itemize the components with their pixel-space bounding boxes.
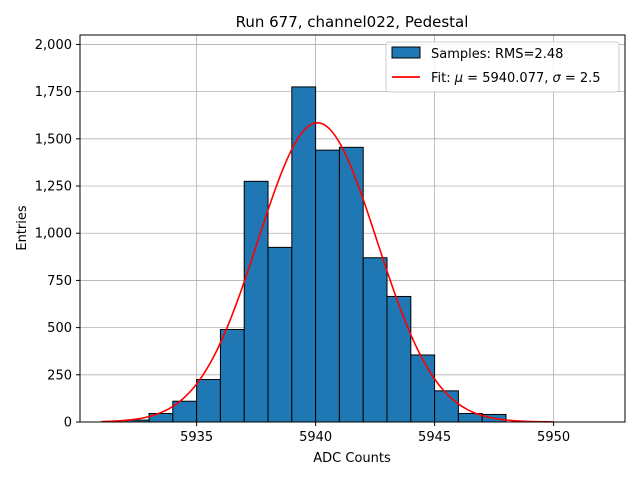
histogram-bar-5936 <box>219 328 245 423</box>
y-tick-label-1750: 1,750 <box>35 85 72 100</box>
histogram-bar-5935 <box>196 379 221 423</box>
y-tick-label-1250: 1,250 <box>35 180 72 195</box>
y-tick-label-1000: 1,000 <box>35 227 72 242</box>
histogram-bars <box>124 86 507 423</box>
legend-histogram-swatch <box>391 46 421 59</box>
y-tick-label-250: 250 <box>47 368 72 383</box>
histogram-bar-5942 <box>362 257 388 423</box>
histogram-bar-5940 <box>315 149 340 423</box>
histogram-bar-5943 <box>386 295 412 423</box>
x-axis-ticks: 5935 5940 5945 5950 <box>180 422 570 445</box>
x-tick-label-5945: 5945 <box>418 430 451 445</box>
x-tick-label-5935: 5935 <box>180 430 213 445</box>
chart-title: Run 677, channel022, Pedestal <box>236 13 469 31</box>
y-tick-label-0: 0 <box>64 416 72 431</box>
y-tick-label-1500: 1,500 <box>35 132 72 147</box>
legend-mu-symbol: μ <box>454 71 463 86</box>
histogram-bar-5939 <box>291 86 317 423</box>
plot-frame <box>79 34 626 423</box>
y-axis-ticks: 0 250 500 750 1,000 1,250 1,500 1,750 2,000 <box>35 38 80 431</box>
legend-sigma-value: = 2.5 <box>561 71 601 86</box>
fit-curve <box>101 122 554 423</box>
legend-fit-prefix: Fit: <box>431 71 455 86</box>
histogram-bar-5944 <box>410 354 436 423</box>
legend-sigma-symbol: σ <box>553 71 562 86</box>
histogram-bar-5945 <box>434 390 459 423</box>
x-axis-label: ADC Counts <box>313 451 391 466</box>
legend-box <box>385 41 620 93</box>
legend-histogram-label: Samples: RMS=2.48 <box>431 47 563 62</box>
y-axis-label: Entries <box>15 205 30 251</box>
y-tick-label-500: 500 <box>47 321 72 336</box>
x-tick-label-5950: 5950 <box>537 430 570 445</box>
y-tick-label-750: 750 <box>47 274 72 289</box>
x-tick-label-5940: 5940 <box>299 430 332 445</box>
legend-fit-label: Fit: μ = 5940.077, σ = 2.5 <box>431 71 601 86</box>
y-tick-label-2000: 2,000 <box>35 38 72 53</box>
legend-mu-value: = 5940.077, <box>463 71 552 86</box>
fit-curve-group <box>101 122 554 423</box>
histogram-bar-5938 <box>267 246 293 423</box>
histogram-bar-5937 <box>243 180 269 423</box>
legend: Samples: RMS=2.48 Fit: μ = 5940.077, σ =… <box>385 41 620 93</box>
